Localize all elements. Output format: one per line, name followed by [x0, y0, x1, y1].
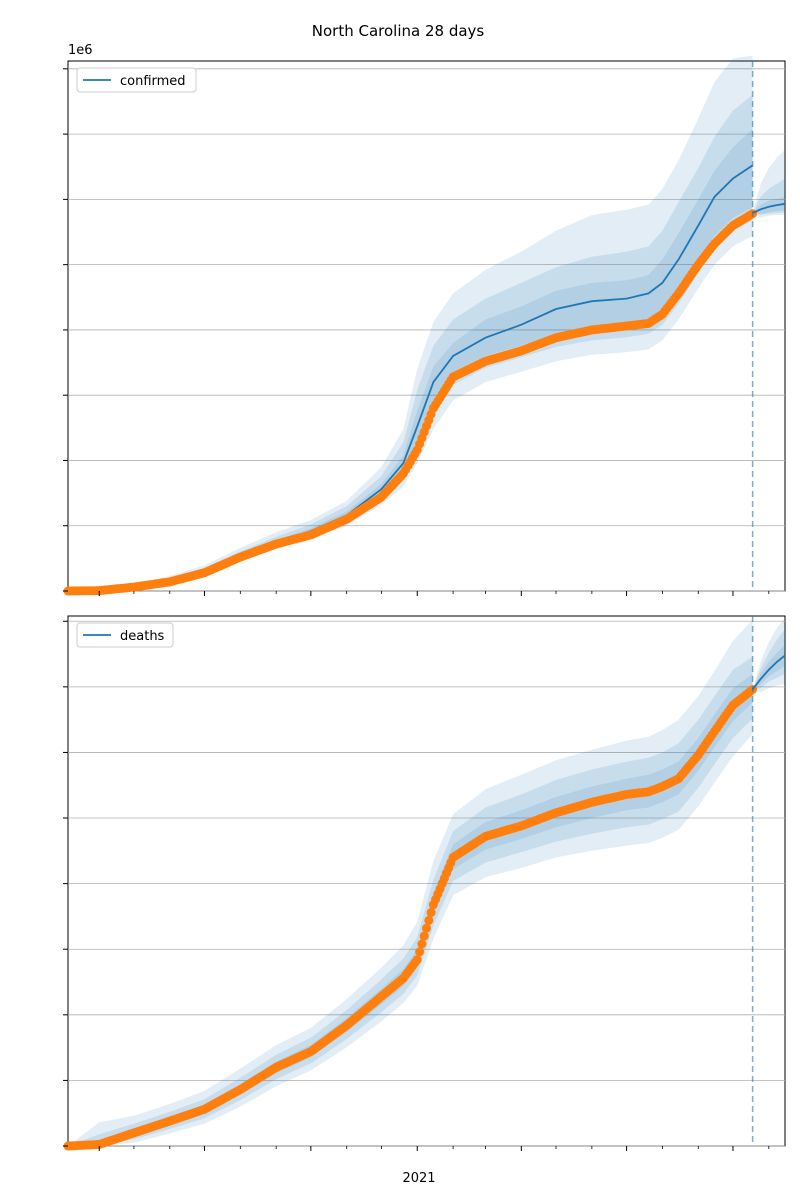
observed-point [419, 931, 429, 941]
legend-entry-confirmed: confirmed [120, 74, 186, 89]
forecast-line [752, 202, 786, 214]
plot-area [63, 55, 786, 596]
forecast-line [751, 654, 786, 691]
plot-frame [67, 615, 786, 1147]
observed-point [426, 908, 436, 917]
plot-frame [67, 60, 786, 592]
legend-box [76, 67, 197, 93]
confirmed-panel: 1e6 confirmed [63, 43, 786, 596]
model-band [68, 656, 753, 1146]
model-band [68, 673, 753, 1146]
observed-point [417, 939, 427, 949]
legend: confirmed [76, 67, 197, 93]
forecast-band [752, 629, 785, 690]
observed-point [422, 923, 431, 933]
forecast-band [752, 618, 785, 693]
y-offset-label: 1e6 [68, 43, 93, 58]
legend-entry-deaths: deaths [120, 629, 165, 644]
observed-point [412, 955, 422, 965]
legend-box [76, 622, 174, 648]
x-year-label: 2021 [402, 1171, 435, 1186]
forecast-band [752, 149, 785, 218]
plot-area [63, 616, 786, 1151]
observed-point [415, 947, 425, 957]
deaths-panel: deaths [63, 615, 786, 1151]
model-band [68, 128, 753, 591]
observed-point [424, 915, 434, 925]
model-band [68, 619, 753, 1146]
legend: deaths [76, 622, 174, 648]
chart-title: North Carolina 28 days [312, 22, 485, 40]
